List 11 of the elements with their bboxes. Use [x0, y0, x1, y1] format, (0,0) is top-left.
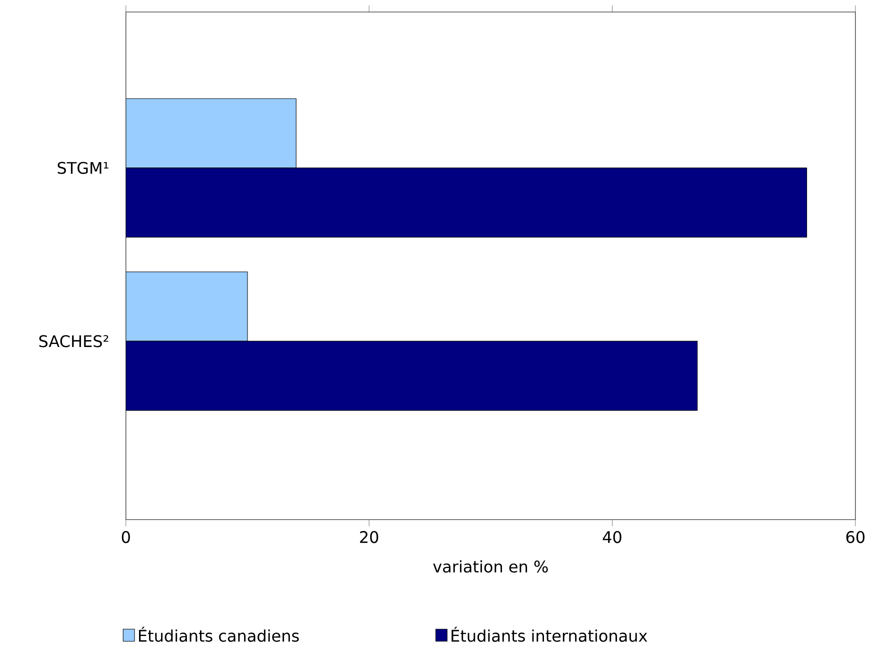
y-tick-label: STGM¹: [58, 162, 108, 174]
legend-label: Étudiants canadiens: [139, 627, 299, 642]
bar: [126, 341, 698, 411]
x-tick-label: 40: [602, 531, 622, 544]
x-tick-label: 20: [360, 531, 378, 544]
bar: [126, 168, 808, 238]
y-tick-label: SACHES²: [39, 335, 108, 348]
x-tick-label: 0: [122, 531, 130, 544]
legend-label: Étudiants internationaux: [452, 627, 648, 642]
x-tick-label: 60: [846, 531, 865, 544]
x-axis-title: variation en %: [433, 560, 548, 573]
